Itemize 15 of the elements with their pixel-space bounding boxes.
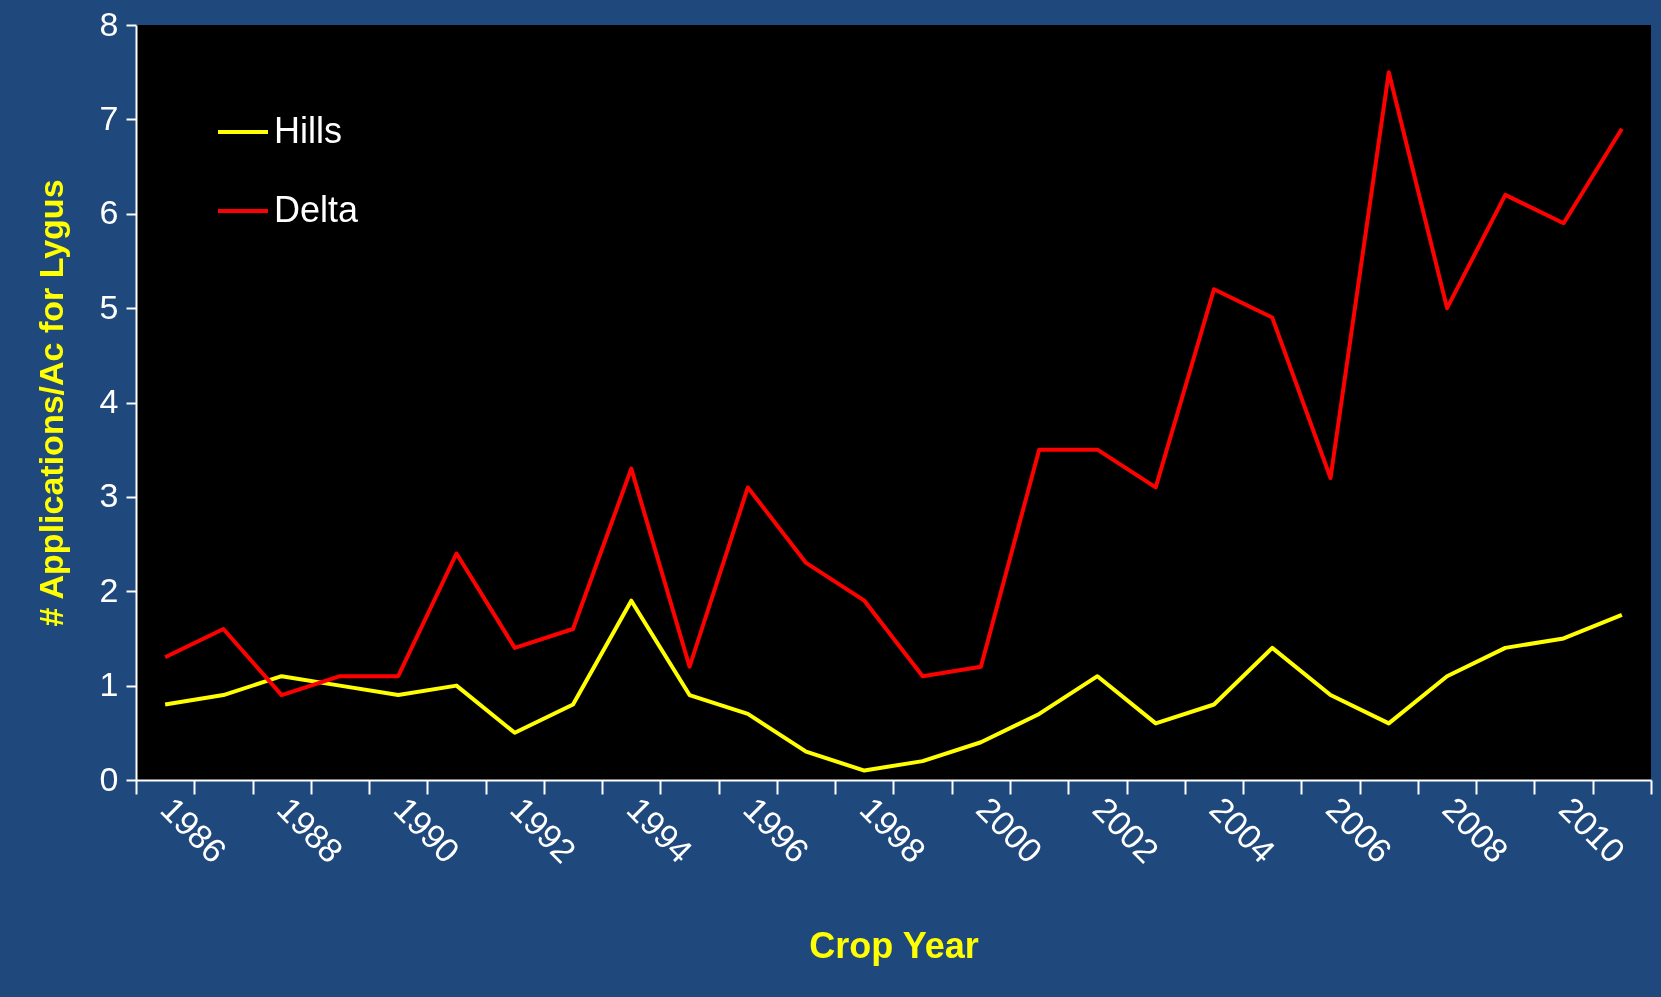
y-tick-label: 7 — [99, 98, 119, 137]
legend-label: Hills — [274, 110, 342, 151]
y-tick-label: 4 — [99, 382, 119, 420]
y-tick-label: 0 — [99, 759, 119, 798]
legend-label: Delta — [274, 189, 360, 230]
x-axis-title: Crop Year — [809, 925, 979, 966]
y-tick-label: 6 — [99, 193, 119, 232]
line-series — [163, 70, 1624, 698]
y-tick-label: 3 — [99, 476, 119, 515]
y-axis-title: # Applications/Ac for Lygus — [31, 179, 70, 627]
y-tick-label: 1 — [99, 665, 119, 704]
line-series — [163, 598, 1624, 773]
y-tick-label: 8 — [99, 4, 119, 43]
y-tick-label: 5 — [99, 287, 119, 326]
y-tick-label: 2 — [99, 570, 119, 609]
